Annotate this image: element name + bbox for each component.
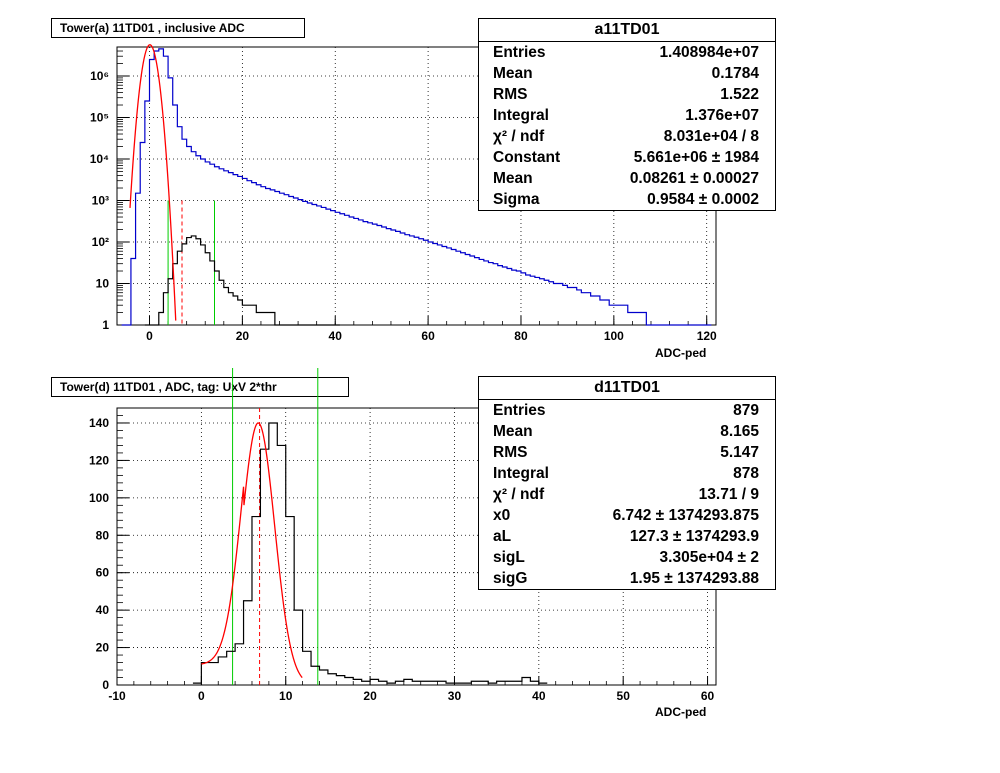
stats-label: aL xyxy=(493,528,512,545)
y-tick-label: 10⁶ xyxy=(90,69,109,83)
stats-row: χ² / ndf 13.71 / 9 xyxy=(479,484,775,505)
x-tick-label: 120 xyxy=(697,329,717,343)
bottom-chart-title: Tower(d) 11TD01 , ADC, tag: UxV 2*thr xyxy=(51,377,349,397)
stats-value: 5.147 xyxy=(720,444,759,461)
y-tick-label: 10⁴ xyxy=(90,152,109,166)
stats-value: 5.661e+06 ± 1984 xyxy=(633,149,759,166)
stats-row: RMS 1.522 xyxy=(479,84,775,105)
bottom-x-axis-label: ADC-ped xyxy=(655,705,707,719)
x-tick-label: 10 xyxy=(279,689,293,703)
y-tick-label: 100 xyxy=(89,491,109,505)
stats-row: x0 6.742 ± 1374293.875 xyxy=(479,505,775,526)
stats-value: 0.9584 ± 0.0002 xyxy=(647,191,759,208)
x-tick-label: 60 xyxy=(421,329,435,343)
y-tick-label: 20 xyxy=(96,641,110,655)
stats-row: Constant 5.661e+06 ± 1984 xyxy=(479,147,775,168)
histogram-d11TD01 xyxy=(192,422,548,684)
stats-row: χ² / ndf 8.031e+04 / 8 xyxy=(479,126,775,147)
bottom-stats-box: d11TD01 Entries 879 Mean 8.165 RMS 5.147 Integ… xyxy=(478,376,776,590)
y-tick-label: 10² xyxy=(92,235,109,249)
x-tick-label: 30 xyxy=(448,689,462,703)
stats-row: Integral 878 xyxy=(479,463,775,484)
stats-label: x0 xyxy=(493,507,511,524)
stats-row: RMS 5.147 xyxy=(479,442,775,463)
stats-label: sigG xyxy=(493,570,528,587)
stats-value: 879 xyxy=(733,402,759,419)
stats-label: sigL xyxy=(493,549,525,566)
y-tick-label: 40 xyxy=(96,603,110,617)
x-tick-label: 40 xyxy=(532,689,546,703)
stats-label: RMS xyxy=(493,444,528,461)
stats-label: Mean xyxy=(493,423,533,440)
stats-label: Mean xyxy=(493,65,533,82)
x-tick-label: 40 xyxy=(329,329,343,343)
stats-value: 1.376e+07 xyxy=(685,107,759,124)
stats-value: 8.165 xyxy=(720,423,759,440)
top-stats-box: a11TD01 Entries 1.408984e+07 Mean 0.1784 RMS… xyxy=(478,18,776,211)
x-tick-label: 20 xyxy=(363,689,377,703)
stats-label: Entries xyxy=(493,44,546,61)
stats-label: Integral xyxy=(493,107,549,124)
stats-row: aL 127.3 ± 1374293.9 xyxy=(479,526,775,547)
stats-label: Entries xyxy=(493,402,546,419)
stats-label: χ² / ndf xyxy=(493,128,545,145)
stats-row: Integral 1.376e+07 xyxy=(479,105,775,126)
stats-row: Entries 1.408984e+07 xyxy=(479,42,775,63)
fit-curve xyxy=(129,44,177,321)
y-tick-label: 1 xyxy=(102,318,109,332)
x-tick-label: 60 xyxy=(701,689,715,703)
x-tick-label: 20 xyxy=(236,329,250,343)
stats-row: Mean 8.165 xyxy=(479,421,775,442)
y-tick-label: 120 xyxy=(89,453,109,467)
y-tick-label: 10 xyxy=(96,277,110,291)
stats-label: χ² / ndf xyxy=(493,486,545,503)
x-tick-label: 80 xyxy=(514,329,528,343)
stats-row: Mean 0.1784 xyxy=(479,63,775,84)
stats-value: 1.408984e+07 xyxy=(659,44,759,61)
stats-row: Sigma 0.9584 ± 0.0002 xyxy=(479,189,775,210)
x-tick-label: -10 xyxy=(108,689,126,703)
stats-value: 13.71 / 9 xyxy=(698,486,759,503)
stats-value: 8.031e+04 / 8 xyxy=(663,128,759,145)
x-tick-label: 0 xyxy=(146,329,153,343)
stats-label: Mean xyxy=(493,170,533,187)
y-tick-label: 10⁵ xyxy=(90,111,109,125)
y-tick-label: 140 xyxy=(89,416,109,430)
stats-row: Mean 0.08261 ± 0.00027 xyxy=(479,168,775,189)
stats-value: 3.305e+04 ± 2 xyxy=(659,549,759,566)
stats-value: 127.3 ± 1374293.9 xyxy=(629,528,759,545)
top-stats-title: a11TD01 xyxy=(479,19,775,42)
fit-curve xyxy=(201,422,303,679)
stats-value: 1.95 ± 1374293.88 xyxy=(629,570,759,587)
y-tick-label: 60 xyxy=(96,566,110,580)
stats-label: Sigma xyxy=(493,191,540,208)
y-tick-label: 80 xyxy=(96,528,110,542)
stats-label: RMS xyxy=(493,86,528,103)
stats-value: 0.1784 xyxy=(711,65,759,82)
stats-row: Entries 879 xyxy=(479,400,775,421)
y-tick-label: 0 xyxy=(102,678,109,692)
x-tick-label: 50 xyxy=(617,689,631,703)
x-tick-label: 100 xyxy=(604,329,624,343)
histogram-d11TD01 xyxy=(144,235,340,326)
bottom-stats-title: d11TD01 xyxy=(479,377,775,400)
stats-row: sigL 3.305e+04 ± 2 xyxy=(479,547,775,568)
histogram-a11TD01 xyxy=(121,48,712,326)
x-tick-label: 0 xyxy=(198,689,205,703)
stats-value: 6.742 ± 1374293.875 xyxy=(612,507,759,524)
stats-label: Integral xyxy=(493,465,549,482)
top-x-axis-label: ADC-ped xyxy=(655,346,707,360)
stats-value: 878 xyxy=(733,465,759,482)
stats-label: Constant xyxy=(493,149,561,166)
y-tick-label: 10³ xyxy=(92,194,109,208)
stats-row: sigG 1.95 ± 1374293.88 xyxy=(479,568,775,589)
stats-value: 0.08261 ± 0.00027 xyxy=(629,170,759,187)
top-chart-title: Tower(a) 11TD01 , inclusive ADC xyxy=(51,18,305,38)
stats-value: 1.522 xyxy=(720,86,759,103)
